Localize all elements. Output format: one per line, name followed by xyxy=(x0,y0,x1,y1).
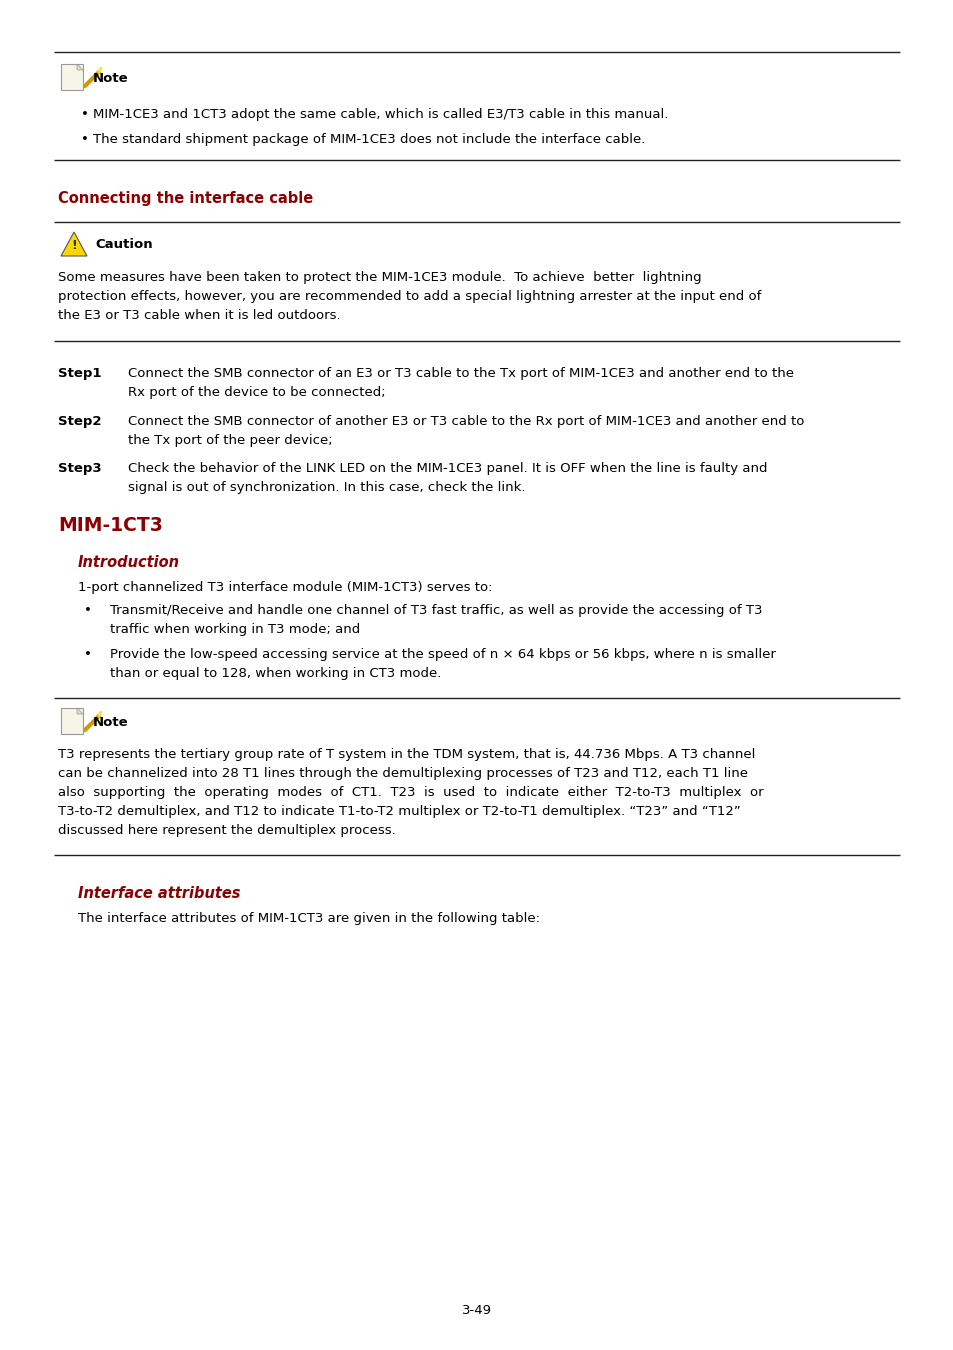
Text: Check the behavior of the LINK LED on the MIM-1CE3 panel. It is OFF when the lin: Check the behavior of the LINK LED on th… xyxy=(128,462,767,475)
Text: Note: Note xyxy=(92,716,129,729)
Text: discussed here represent the demultiplex process.: discussed here represent the demultiplex… xyxy=(58,824,395,837)
Text: •: • xyxy=(84,603,91,617)
Polygon shape xyxy=(77,63,83,70)
Text: The interface attributes of MIM-1CT3 are given in the following table:: The interface attributes of MIM-1CT3 are… xyxy=(78,913,539,925)
Text: traffic when working in T3 mode; and: traffic when working in T3 mode; and xyxy=(110,622,360,636)
Text: can be channelized into 28 T1 lines through the demultiplexing processes of T23 : can be channelized into 28 T1 lines thro… xyxy=(58,767,747,780)
Text: Step2: Step2 xyxy=(58,414,101,428)
Text: the E3 or T3 cable when it is led outdoors.: the E3 or T3 cable when it is led outdoo… xyxy=(58,309,340,323)
Text: also  supporting  the  operating  modes  of  CT1.  T23  is  used  to  indicate  : also supporting the operating modes of C… xyxy=(58,786,762,799)
Text: MIM-1CT3: MIM-1CT3 xyxy=(58,516,163,535)
Text: Provide the low-speed accessing service at the speed of n × 64 kbps or 56 kbps, : Provide the low-speed accessing service … xyxy=(110,648,775,662)
Text: Rx port of the device to be connected;: Rx port of the device to be connected; xyxy=(128,386,385,400)
Text: T3-to-T2 demultiplex, and T12 to indicate T1-to-T2 multiplex or T2-to-T1 demulti: T3-to-T2 demultiplex, and T12 to indicat… xyxy=(58,805,740,818)
Text: Connect the SMB connector of another E3 or T3 cable to the Rx port of MIM-1CE3 a: Connect the SMB connector of another E3 … xyxy=(128,414,803,428)
Text: protection effects, however, you are recommended to add a special lightning arre: protection effects, however, you are rec… xyxy=(58,290,760,302)
Text: Transmit/Receive and handle one channel of T3 fast traffic, as well as provide t: Transmit/Receive and handle one channel … xyxy=(110,603,761,617)
Polygon shape xyxy=(77,707,83,714)
Text: •: • xyxy=(81,108,89,122)
Text: Step3: Step3 xyxy=(58,462,102,475)
Text: Some measures have been taken to protect the MIM-1CE3 module.  To achieve  bette: Some measures have been taken to protect… xyxy=(58,271,700,284)
FancyBboxPatch shape xyxy=(61,63,83,90)
Polygon shape xyxy=(61,232,87,256)
Text: 1-port channelized T3 interface module (MIM-1CT3) serves to:: 1-port channelized T3 interface module (… xyxy=(78,580,492,594)
FancyBboxPatch shape xyxy=(61,707,83,734)
Text: •: • xyxy=(84,648,91,662)
Text: T3 represents the tertiary group rate of T system in the TDM system, that is, 44: T3 represents the tertiary group rate of… xyxy=(58,748,755,761)
Text: !: ! xyxy=(71,239,77,251)
Text: 3-49: 3-49 xyxy=(461,1304,492,1316)
Text: signal is out of synchronization. In this case, check the link.: signal is out of synchronization. In thi… xyxy=(128,481,525,494)
Text: Caution: Caution xyxy=(95,238,152,251)
Text: than or equal to 128, when working in CT3 mode.: than or equal to 128, when working in CT… xyxy=(110,667,441,680)
Text: Interface attributes: Interface attributes xyxy=(78,886,240,900)
Text: MIM-1CE3 and 1CT3 adopt the same cable, which is called E3/T3 cable in this manu: MIM-1CE3 and 1CT3 adopt the same cable, … xyxy=(92,108,668,122)
Text: Connect the SMB connector of an E3 or T3 cable to the Tx port of MIM-1CE3 and an: Connect the SMB connector of an E3 or T3… xyxy=(128,367,793,379)
Text: Step1: Step1 xyxy=(58,367,101,379)
Text: Introduction: Introduction xyxy=(78,555,180,570)
Text: The standard shipment package of MIM-1CE3 does not include the interface cable.: The standard shipment package of MIM-1CE… xyxy=(92,134,644,146)
Text: the Tx port of the peer device;: the Tx port of the peer device; xyxy=(128,433,333,447)
Text: Note: Note xyxy=(92,72,129,85)
Text: •: • xyxy=(81,134,89,146)
Text: Connecting the interface cable: Connecting the interface cable xyxy=(58,190,313,207)
